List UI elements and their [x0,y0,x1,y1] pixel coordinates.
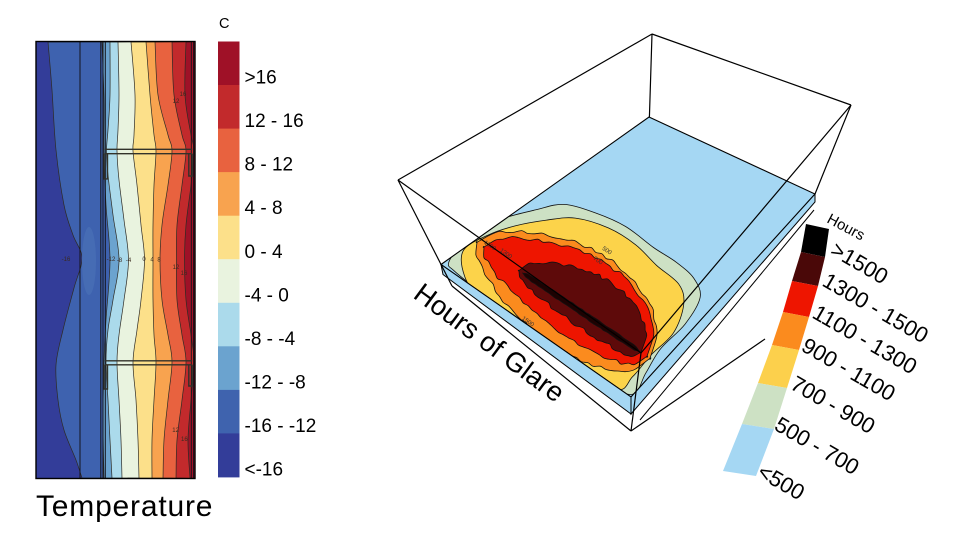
svg-text:12 - 16: 12 - 16 [245,111,304,132]
svg-text:-12 - -8: -12 - -8 [245,372,306,393]
svg-text:-4 - 0: -4 - 0 [245,285,289,306]
svg-text:12: 12 [173,265,180,271]
svg-text:12: 12 [173,99,180,105]
svg-text:0: 0 [142,257,146,263]
svg-text:4: 4 [150,258,154,264]
svg-text:16: 16 [181,271,188,277]
svg-text:<-16: <-16 [245,460,284,481]
svg-text:-8 - -4: -8 - -4 [245,329,296,350]
svg-text:500: 500 [601,246,613,257]
svg-text:16: 16 [180,92,187,98]
svg-text:Temperature: Temperature [36,490,213,523]
svg-text:700: 700 [592,256,604,267]
svg-text:-16 - -12: -16 - -12 [245,416,317,437]
svg-text:12: 12 [172,428,179,434]
svg-text:8 - 12: 8 - 12 [245,155,294,176]
svg-text:-4: -4 [126,258,132,264]
svg-text:-16: -16 [62,257,71,263]
svg-text:0 - 4: 0 - 4 [245,242,283,263]
svg-text:16: 16 [181,437,188,443]
svg-text:8: 8 [157,258,161,264]
svg-text:4 - 8: 4 - 8 [245,198,283,219]
svg-text:-12: -12 [107,257,116,263]
svg-text:-8: -8 [117,258,123,264]
svg-text:>16: >16 [245,68,277,89]
svg-text:C: C [219,16,229,32]
